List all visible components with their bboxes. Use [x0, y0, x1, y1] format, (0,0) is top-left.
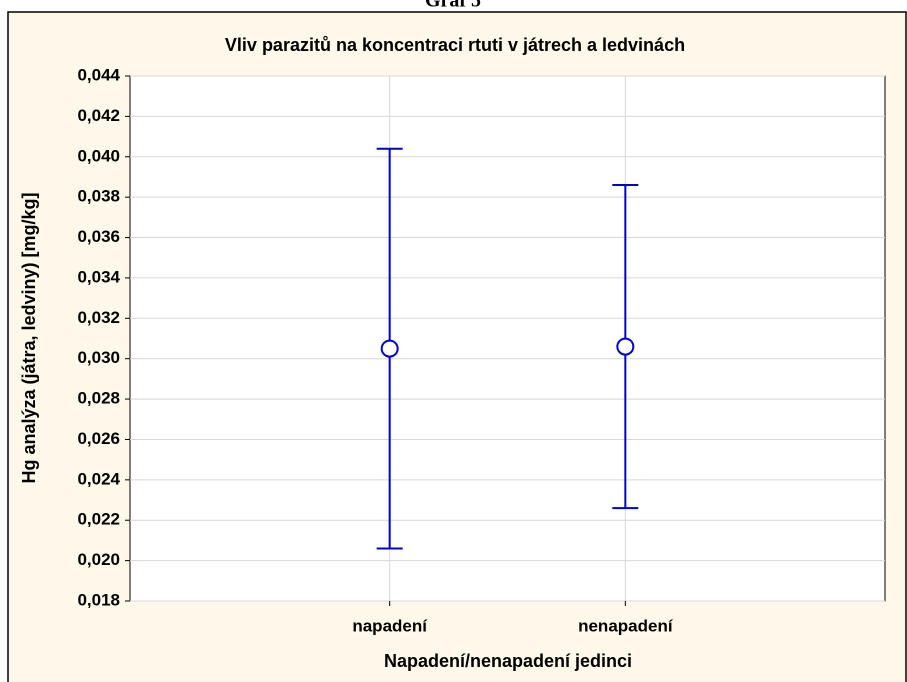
- mean-marker: [616, 337, 635, 356]
- y-tick-label: 0,028: [77, 389, 120, 408]
- mean-marker: [380, 339, 399, 358]
- y-tick-label: 0,038: [77, 187, 120, 206]
- y-tick-label: 0,024: [77, 469, 120, 488]
- x-axis-label: Napadení/nenapadení jedinci: [384, 651, 632, 671]
- y-tick-label: 0,022: [77, 510, 120, 529]
- y-tick-label: 0,018: [77, 590, 120, 609]
- y-tick-label: 0,044: [77, 65, 120, 84]
- page-heading: Graf 5: [425, 0, 481, 12]
- y-tick-label: 0,034: [77, 267, 120, 286]
- x-tick-label: nenapadení: [578, 616, 674, 635]
- y-tick-label: 0,026: [77, 429, 120, 448]
- y-tick-label: 0,040: [77, 146, 120, 165]
- plot-area: [129, 75, 886, 602]
- y-axis-label: Hg analýza (játra, ledviny) [mg/kg]: [19, 192, 39, 483]
- y-tick-label: 0,030: [77, 348, 120, 367]
- y-tick-label: 0,032: [77, 308, 120, 327]
- y-tick-label: 0,042: [77, 106, 120, 125]
- y-tick-label: 0,036: [77, 227, 120, 246]
- y-tick-label: 0,020: [77, 550, 120, 569]
- x-tick-label: napadení: [352, 616, 428, 635]
- chart-title: Vliv parazitů na koncentraci rtuti v ját…: [225, 35, 685, 55]
